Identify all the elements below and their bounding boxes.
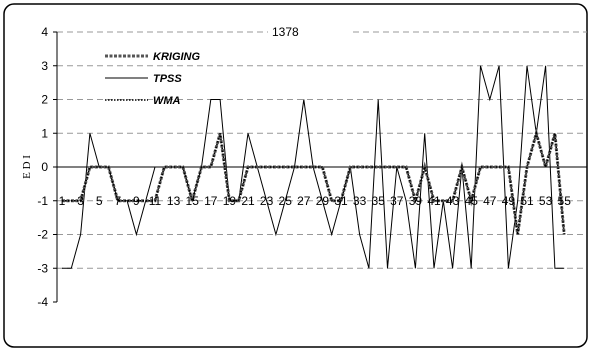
y-tick-label: -4 bbox=[37, 295, 48, 309]
x-tick-label: 19 bbox=[223, 194, 237, 208]
y-tick-label: 3 bbox=[41, 59, 48, 73]
x-tick-label: 23 bbox=[260, 194, 274, 208]
x-tick-label: 55 bbox=[558, 194, 572, 208]
x-tick-label: 47 bbox=[483, 194, 497, 208]
x-tick-label: 5 bbox=[96, 194, 103, 208]
x-tick-label: 49 bbox=[502, 194, 516, 208]
chart-title-bg bbox=[268, 22, 353, 42]
legend-label-wma: WMA bbox=[153, 95, 181, 107]
x-tick-label: 29 bbox=[316, 194, 330, 208]
legend-label-kriging: KRIGING bbox=[153, 51, 201, 63]
x-tick-label: 33 bbox=[353, 194, 367, 208]
y-tick-label: -1 bbox=[37, 194, 48, 208]
y-tick-label: -3 bbox=[37, 261, 48, 275]
legend-label-tpss: TPSS bbox=[153, 73, 182, 85]
x-tick-label: 15 bbox=[186, 194, 200, 208]
y-tick-label: -2 bbox=[37, 228, 48, 242]
gridlines bbox=[57, 31, 587, 269]
y-tick-label: 2 bbox=[41, 93, 48, 107]
series-line-wma bbox=[62, 130, 565, 235]
x-tick-label: 35 bbox=[372, 194, 386, 208]
x-tick-label: 3 bbox=[77, 194, 84, 208]
x-tick-label: 45 bbox=[465, 194, 479, 208]
x-tick-label: 51 bbox=[520, 194, 534, 208]
x-tick-label: 41 bbox=[427, 194, 441, 208]
x-tick-label: 39 bbox=[409, 194, 423, 208]
legend: KRIGING TPSS WMA bbox=[105, 51, 201, 107]
chart-title: 1378 bbox=[272, 25, 299, 39]
x-tick-label: 1 bbox=[59, 194, 66, 208]
x-tick-label: 9 bbox=[133, 194, 140, 208]
series-lines bbox=[62, 65, 566, 269]
y-axis-label: E D I bbox=[21, 155, 33, 179]
y-tick-label: 0 bbox=[41, 160, 48, 174]
y-tick-labels: -4 -3 -2 -1 0 1 2 3 4 bbox=[37, 25, 57, 309]
x-tick-label: 17 bbox=[204, 194, 218, 208]
y-tick-label: 1 bbox=[41, 126, 48, 140]
chart-border bbox=[3, 3, 588, 348]
x-tick-label: 13 bbox=[167, 194, 181, 208]
x-tick-label: 7 bbox=[114, 194, 121, 208]
y-tick-label: 4 bbox=[41, 25, 48, 39]
x-tick-label: 21 bbox=[241, 194, 255, 208]
x-tick-label: 25 bbox=[279, 194, 293, 208]
x-tick-labels: 1 3 5 7 9 11 13 15 17 19 21 23 25 27 29 31 33 35 37 39 41 43 4… bbox=[59, 194, 572, 208]
x-tick-label: 53 bbox=[539, 194, 553, 208]
x-tick-label: 27 bbox=[297, 194, 311, 208]
x-tick-label: 11 bbox=[149, 194, 162, 208]
x-tick-label: 31 bbox=[334, 194, 348, 208]
x-tick-label: 37 bbox=[390, 194, 404, 208]
x-tick-label: 43 bbox=[446, 194, 460, 208]
